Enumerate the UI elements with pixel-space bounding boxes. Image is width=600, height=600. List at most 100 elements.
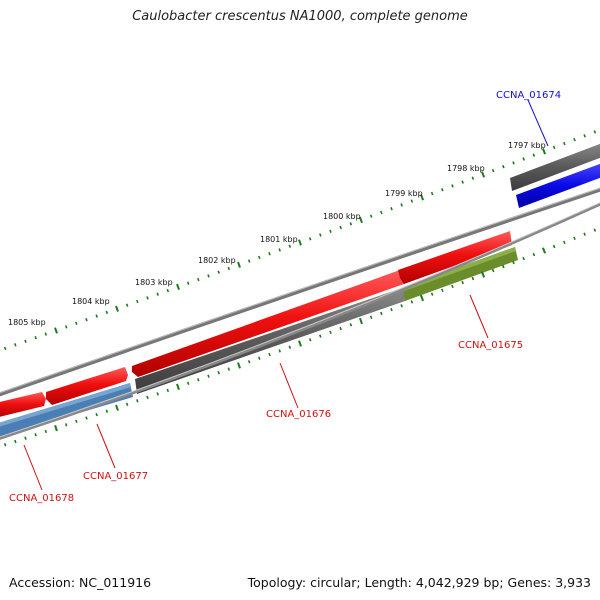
tick-mark <box>441 288 444 292</box>
tick-mark <box>583 232 586 236</box>
tick-mark <box>268 252 271 256</box>
tick-mark <box>64 325 68 329</box>
tick-mark <box>176 383 180 391</box>
tick-mark <box>278 349 281 353</box>
tick-mark <box>125 402 129 406</box>
tick-mark <box>471 176 475 180</box>
tick-mark <box>349 323 353 327</box>
gene-label-ccna-01677[interactable]: CCNA_01677 <box>83 471 148 482</box>
tick-mark <box>125 303 129 307</box>
tick-mark <box>258 255 261 260</box>
tick-label-1803: 1803 kbp <box>135 278 173 287</box>
tick-mark <box>308 237 312 241</box>
tick-mark <box>380 311 383 316</box>
tick-mark <box>166 388 170 393</box>
tick-mark <box>369 214 373 218</box>
gene-label-ccna-01676[interactable]: CCNA_01676 <box>266 409 331 420</box>
tick-mark <box>583 134 586 138</box>
tick-label-1805: 1805 kbp <box>8 318 46 327</box>
tick-mark <box>85 416 88 420</box>
gene-label-ccna-01674[interactable]: CCNA_01674 <box>496 90 561 101</box>
tick-mark <box>491 168 495 173</box>
tick-mark <box>471 276 475 281</box>
gene-ccna-01678-feature[interactable] <box>0 392 46 418</box>
tick-mark <box>75 321 78 325</box>
tick-mark <box>207 274 210 278</box>
tick-mark <box>329 330 332 334</box>
tick-mark <box>176 283 180 291</box>
tick-mark <box>390 207 393 211</box>
gene-gray-top-feature[interactable] <box>510 142 600 191</box>
tick-mark <box>593 130 597 134</box>
tick-mark <box>419 294 425 302</box>
tick-mark <box>532 252 536 257</box>
tick-mark <box>573 138 576 142</box>
tick-mark <box>247 360 251 364</box>
gene-ccna-01677-feature[interactable] <box>46 367 128 405</box>
inner-track <box>0 202 600 440</box>
tick-mark <box>400 203 403 207</box>
tick-mark <box>95 412 98 417</box>
tick-mark <box>95 314 98 318</box>
tick-mark <box>3 443 7 447</box>
tick-mark <box>390 307 393 312</box>
tick-mark <box>319 334 322 338</box>
tick-mark <box>430 191 434 196</box>
tick-label-1797: 1797 kbp <box>508 141 546 150</box>
gene-label-ccna-01675[interactable]: CCNA_01675 <box>458 340 523 351</box>
tick-mark <box>410 199 414 203</box>
tick-mark <box>186 381 190 385</box>
tick-mark <box>14 439 17 444</box>
tick-mark <box>298 340 302 347</box>
tick-mark <box>217 270 220 274</box>
tick-labels: 1797 kbp 1798 kbp 1799 kbp 1800 kbp 1801… <box>8 141 546 327</box>
tick-ring-outer <box>3 130 597 351</box>
tick-mark <box>349 222 353 226</box>
tick-mark <box>502 165 505 169</box>
tick-mark <box>258 356 261 360</box>
tick-mark <box>207 374 210 378</box>
gene-ccna-01674-feature[interactable] <box>516 162 600 208</box>
tick-mark <box>359 216 363 224</box>
tick-mark <box>105 409 109 413</box>
tick-mark <box>14 343 17 347</box>
map-title: Caulobacter crescentus NA1000, complete … <box>132 9 468 24</box>
tick-mark <box>563 141 566 146</box>
tick-mark <box>227 367 231 371</box>
tick-mark <box>34 433 37 437</box>
tick-mark <box>329 229 332 233</box>
tick-label-1798: 1798 kbp <box>447 164 485 173</box>
label-leaders <box>23 99 549 491</box>
gene-label-ccna-01678[interactable]: CCNA_01678 <box>9 493 74 504</box>
gene-olive-feature[interactable] <box>403 247 518 301</box>
tick-mark <box>75 419 78 424</box>
tick-mark <box>541 247 547 254</box>
tick-mark <box>136 299 139 304</box>
tick-mark <box>339 326 342 331</box>
tick-mark <box>430 292 434 296</box>
tick-mark <box>64 423 68 427</box>
gene-ccna-01675-feature[interactable] <box>398 231 512 284</box>
tick-mark <box>522 256 525 261</box>
tick-mark <box>552 145 556 150</box>
tick-mark <box>319 233 322 237</box>
tick-mark <box>156 392 159 396</box>
tick-mark <box>288 345 292 349</box>
gene-ccna-01676-feature[interactable] <box>132 270 404 377</box>
tick-label-1804: 1804 kbp <box>72 297 110 306</box>
tick-mark <box>237 261 241 268</box>
tick-mark <box>369 315 373 319</box>
accession-text: Accession: NC_011916 <box>9 575 152 590</box>
tick-mark <box>512 161 515 165</box>
backbone-track <box>0 187 600 397</box>
tick-mark <box>480 271 486 278</box>
tick-ring-inner <box>3 228 597 447</box>
tick-mark <box>502 264 505 269</box>
tick-mark <box>522 157 525 161</box>
tick-mark <box>419 194 425 201</box>
gene-steelblue-feature[interactable] <box>0 383 133 438</box>
tick-label-1799: 1799 kbp <box>385 189 423 198</box>
tick-mark <box>146 296 149 300</box>
tick-mark <box>480 171 486 178</box>
